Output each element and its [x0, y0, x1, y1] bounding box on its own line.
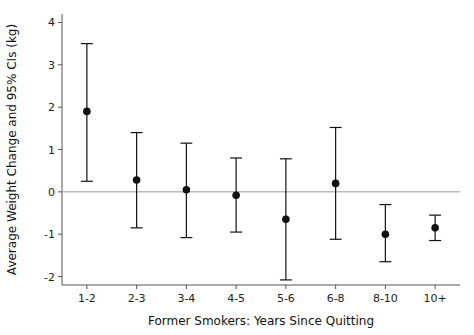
ci-upper-cap: [180, 143, 192, 144]
x-tick-label: 5-6: [277, 292, 295, 305]
x-axis-line: [62, 285, 460, 286]
x-tick: [285, 285, 286, 289]
y-tick: [58, 276, 62, 277]
mean-point: [282, 216, 290, 224]
y-axis-label: Average Weight Change and 95% CIs (kg): [5, 24, 19, 275]
x-tick-label: 1-2: [78, 292, 96, 305]
ci-upper-cap: [379, 204, 391, 205]
x-tick-label: 4-5: [227, 292, 245, 305]
ci-upper-cap: [230, 157, 242, 158]
reference-line: [62, 191, 460, 192]
y-tick: [58, 191, 62, 192]
mean-point: [83, 108, 91, 116]
x-tick: [385, 285, 386, 289]
ci-lower-cap: [280, 279, 292, 280]
x-tick: [335, 285, 336, 289]
mean-point: [232, 191, 240, 199]
chart-container: -2 -1 0 1 2 3 4 1-2 2-3 3-4 4-5 5-6 6-8 8-10 10+ Former…: [0, 0, 474, 335]
ci-upper-cap: [131, 132, 143, 133]
ci-lower-cap: [379, 261, 391, 262]
y-tick-label: -1: [44, 228, 55, 241]
x-tick: [186, 285, 187, 289]
ci-lower-cap: [81, 181, 93, 182]
x-tick-label: 3-4: [177, 292, 195, 305]
mean-point: [332, 180, 340, 188]
y-tick-label: 3: [48, 59, 55, 72]
mean-point: [431, 224, 439, 232]
y-tick: [58, 64, 62, 65]
x-tick: [236, 285, 237, 289]
x-tick-label: 2-3: [128, 292, 146, 305]
y-tick: [58, 107, 62, 108]
x-tick-label: 10+: [424, 292, 447, 305]
y-tick-label: 0: [48, 186, 55, 199]
y-tick-label: 1: [48, 144, 55, 157]
ci-lower-cap: [180, 237, 192, 238]
ci-upper-cap: [280, 158, 292, 159]
x-tick: [136, 285, 137, 289]
x-tick-label: 6-8: [327, 292, 345, 305]
chart: -2 -1 0 1 2 3 4 1-2 2-3 3-4 4-5 5-6 6-8 8-10 10+ Former…: [0, 0, 474, 335]
ci-lower-cap: [330, 239, 342, 240]
x-tick: [435, 285, 436, 289]
mean-point: [382, 230, 390, 238]
x-axis-label: Former Smokers: Years Since Quitting: [148, 314, 374, 328]
ci-upper-cap: [330, 127, 342, 128]
y-tick: [58, 234, 62, 235]
y-tick-label: 4: [48, 16, 55, 29]
mean-point: [133, 176, 141, 184]
ci-lower-cap: [230, 231, 242, 232]
y-tick-label: 2: [48, 101, 55, 114]
ci-upper-cap: [429, 215, 441, 216]
ci-lower-cap: [131, 227, 143, 228]
x-tick: [86, 285, 87, 289]
ci-upper-cap: [81, 43, 93, 44]
mean-point: [183, 186, 191, 194]
ci-lower-cap: [429, 240, 441, 241]
y-tick-label: -2: [44, 271, 55, 284]
y-tick: [58, 149, 62, 150]
x-tick-label: 8-10: [373, 292, 398, 305]
y-tick: [58, 22, 62, 23]
plot-area: [62, 44, 460, 280]
